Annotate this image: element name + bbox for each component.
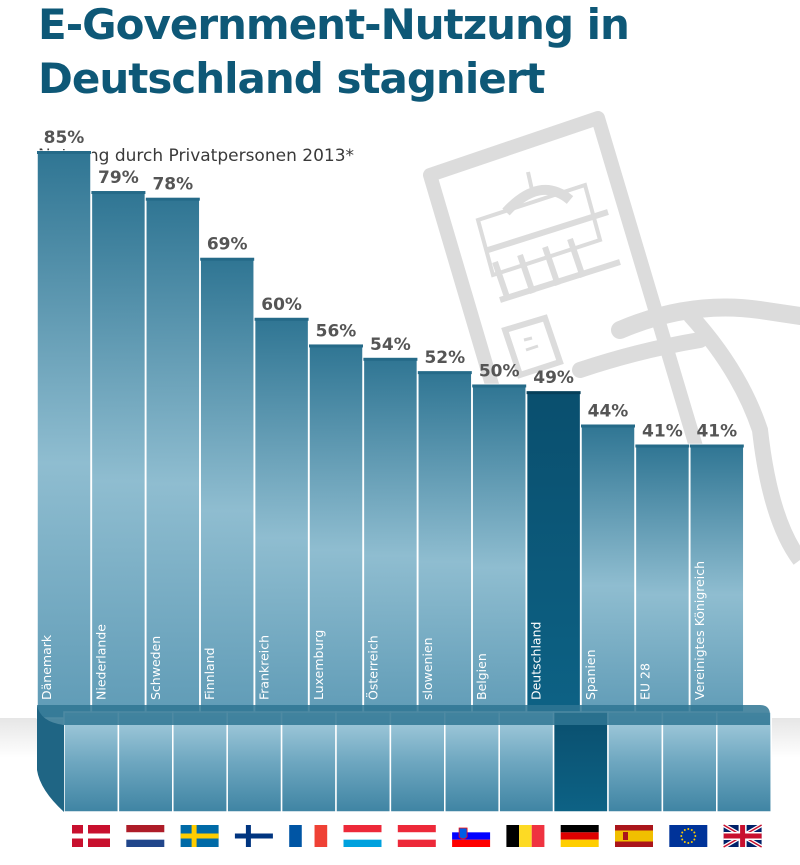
bar-value-label: 52% [424, 348, 465, 368]
bar-top-edge [363, 357, 418, 361]
category-label: EU 28 [637, 663, 652, 700]
bar-base [498, 711, 555, 813]
bar-base [661, 711, 718, 813]
bar-top-edge [417, 371, 472, 375]
germany-flag [560, 825, 599, 847]
bar-base [226, 711, 283, 813]
bar-value-label: 44% [588, 401, 629, 421]
bar-top-edge [689, 444, 744, 448]
bar-group: 54% Österreich [362, 335, 419, 719]
bar-top-edge [526, 391, 581, 395]
bar-base [389, 711, 446, 813]
chart-subtitle: Nutzung durch Privatpersonen 2013* [38, 146, 355, 166]
austria-flag [397, 825, 436, 847]
bar-base [335, 711, 392, 813]
bar [580, 423, 636, 719]
page-title: E-Government-Nutzung in Deutschland stag… [38, 0, 630, 106]
bar-group: 60% Frankreich [253, 295, 310, 719]
luxembourg-flag [343, 825, 382, 847]
bar-base [552, 711, 609, 813]
category-label: Deutschland [529, 622, 544, 700]
bar-value-label: 60% [261, 295, 302, 315]
category-label: Spanien [583, 649, 598, 700]
bar-group: 85% Dänemark [36, 128, 92, 719]
netherlands-flag [126, 825, 165, 847]
eu-flag [669, 825, 708, 847]
bar-base [607, 711, 664, 813]
bar-value-label: 50% [479, 361, 520, 381]
bar-top-edge [472, 384, 527, 388]
slovenia-flag [452, 825, 491, 847]
category-label: Vereinigtes Königreich [692, 561, 707, 700]
bar-group: 44% Spanien [580, 401, 636, 719]
bar-top-edge [91, 191, 146, 195]
category-label: Niederlande [93, 624, 108, 700]
base-top-band [37, 705, 770, 725]
finland-flag [234, 825, 273, 847]
bar [362, 357, 419, 719]
title-line-1: E-Government-Nutzung in [38, 0, 630, 49]
bar-top-edge [145, 197, 200, 201]
bar-group: 52% slowenien [417, 348, 473, 719]
category-label: Finnland [202, 647, 217, 700]
bar [90, 190, 147, 719]
bar-value-label: 41% [696, 422, 737, 442]
bar-top-edge [309, 344, 363, 348]
bar-group: 78% Schweden [145, 175, 201, 719]
bar-base [63, 711, 120, 813]
bar-base [280, 711, 337, 813]
bar [471, 383, 527, 719]
bar-top-edge [635, 444, 690, 448]
bar-base [716, 711, 772, 813]
bar-top-edge [200, 257, 255, 261]
france-flag [289, 825, 328, 847]
bar [36, 150, 92, 719]
bar-value-label: 79% [98, 168, 139, 188]
bar-base [444, 711, 500, 813]
denmark-flag [72, 825, 110, 847]
bar [145, 196, 201, 719]
bar-value-label: 41% [642, 422, 683, 442]
bar-group: 69% Finnland [199, 235, 255, 719]
bar-value-label: 56% [316, 321, 357, 341]
bar-top-edge [37, 151, 91, 154]
bar-group: 50% Belgien [471, 361, 527, 719]
bar-top-edge [254, 317, 309, 321]
bar-value-label: 49% [533, 368, 574, 388]
belgium-flag [506, 825, 545, 847]
bar-group: 56% Luxemburg [308, 321, 364, 719]
base-left-curve [37, 705, 64, 812]
bar-value-label: 69% [207, 235, 248, 255]
bar-group: 49% Deutschland [525, 368, 582, 719]
bar-value-label: 54% [370, 335, 411, 355]
bar [525, 390, 582, 719]
bar-group: 41% Vereinigtes Königreich [689, 422, 745, 719]
category-label: Österreich [364, 635, 380, 700]
category-label: Belgien [474, 653, 489, 700]
bar [634, 443, 691, 719]
bar-value-label: 78% [152, 175, 193, 195]
bar-base [117, 711, 174, 813]
bar-value-label: 85% [44, 128, 85, 148]
uk-flag [722, 823, 763, 849]
category-label: Luxemburg [311, 630, 326, 700]
bar-group: 41% EU 28 [634, 422, 691, 719]
sweden-flag [180, 825, 219, 847]
category-label: Dänemark [39, 634, 54, 700]
bar-top-edge [581, 424, 635, 428]
bar [689, 443, 745, 719]
category-label: slowenien [420, 637, 435, 700]
title-line-2: Deutschland stagniert [38, 54, 546, 103]
bar-group: 79% Niederlande [90, 168, 147, 719]
bar-base [172, 711, 228, 813]
category-label: Frankreich [257, 635, 272, 700]
category-label: Schweden [148, 636, 163, 700]
spain-flag [615, 825, 653, 847]
bar [417, 370, 473, 719]
